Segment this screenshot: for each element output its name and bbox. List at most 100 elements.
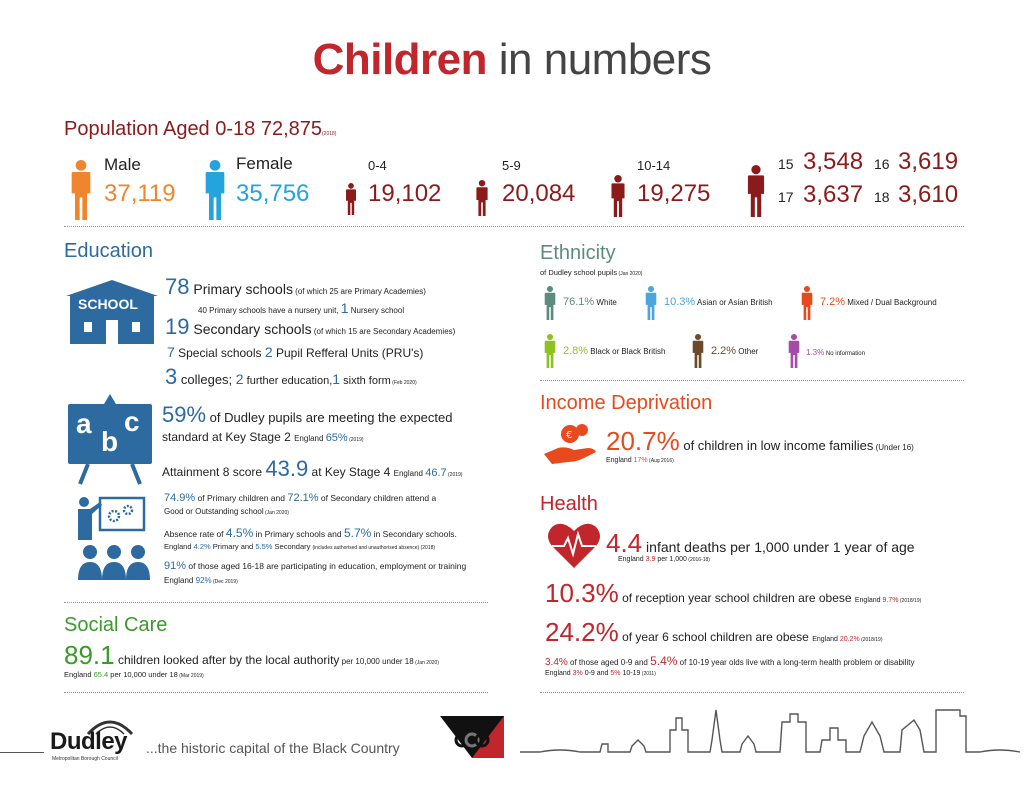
secondary-line: 19 Secondary schools (of which 15 are Se… <box>165 314 455 340</box>
special-line: 7 Special schools 2 Pupil Refferal Units… <box>167 344 423 360</box>
age-10-14-value: 19,275 <box>637 180 711 207</box>
good-pct2: 72.1% <box>287 492 319 504</box>
age-0-4-label: 0-4 <box>368 158 387 173</box>
divider-ethnicity <box>540 380 964 381</box>
colleges-text: colleges; <box>177 372 236 387</box>
year6-text: of year 6 school children are obese <box>618 630 813 644</box>
ethnicity-asian-icon <box>645 286 657 320</box>
population-heading-text: Population Aged 0-18 72,875 <box>64 118 322 140</box>
ks2-text1: of Dudley pupils are meeting the expecte… <box>206 410 453 425</box>
longterm-line1: 3.4% of those aged 0-9 and 5.4% of 10-19… <box>545 654 914 668</box>
age-18-label: 18 <box>874 189 890 205</box>
divider-education <box>64 602 488 603</box>
year6-pct: 24.2% <box>545 617 619 647</box>
income-line2: England 17% (Aug 2016) <box>606 457 674 464</box>
infant-eng: England <box>618 556 646 563</box>
abc-b: b <box>101 426 119 457</box>
att8-line: Attainment 8 score 43.9 at Key Stage 4 E… <box>162 456 462 482</box>
social-care-eng-val: 65.4 <box>93 670 109 679</box>
colleges-line: 3 colleges; 2 further education,1 sixth … <box>165 364 417 390</box>
neet-line2: England 92% (Dec 2019) <box>164 576 238 585</box>
att8-val: 43.9 <box>265 456 309 481</box>
dudley-logo-arc-icon <box>86 720 134 736</box>
year6-eng: England <box>812 636 840 643</box>
att8-text: Attainment 8 score <box>162 465 266 479</box>
ethnicity-mixed: 7.2% Mixed / Dual Background <box>820 296 937 308</box>
primary-num: 78 <box>165 274 190 299</box>
ethnicity-white: 76.1% White <box>563 296 617 308</box>
ethnicity-noinfo-pct: 1.3% <box>806 348 825 357</box>
abs-eng2: 5.5% <box>255 542 273 551</box>
ethnicity-black-pct: 2.8% <box>563 345 589 357</box>
infant-eng-val: 3.9 <box>645 556 656 563</box>
health-heading: Health <box>540 493 598 515</box>
good-note: (Jan 2020) <box>263 510 289 516</box>
ethnicity-noinfo-icon <box>788 334 800 368</box>
age-10-14-label: 10-14 <box>637 158 671 173</box>
att8-eng: England <box>393 469 426 478</box>
abs-text1: Absence rate of <box>164 529 226 539</box>
female-label: Female <box>236 154 293 173</box>
infant-line1: 4.4 infant deaths per 1,000 under 1 year… <box>606 528 915 559</box>
reception-pct: 10.3% <box>545 578 619 608</box>
age-0-4-icon <box>346 183 356 215</box>
infant-line2: England 3.9 per 1,000 (2016-18) <box>618 556 710 563</box>
age-5-9-icon <box>476 180 488 216</box>
ethnicity-other: 2.2% Other <box>711 345 758 357</box>
male-label: Male <box>104 155 141 174</box>
reception-line: 10.3% of reception year school children … <box>545 578 921 609</box>
ethnicity-other-icon <box>692 334 704 368</box>
social-care-eng-text: per 10,000 under 18 <box>108 670 178 679</box>
income-eng-val: 17% <box>633 457 648 464</box>
lt-eng-text1: 0-9 and <box>582 670 611 677</box>
lt-note: (2011) <box>640 671 656 677</box>
age-15-value: 3,548 <box>803 148 864 175</box>
dudley-logo-sub: Metropolitan Borough Council <box>52 756 118 762</box>
hand-coins-icon: € <box>544 424 596 464</box>
heart-icon <box>548 523 600 568</box>
svg-text:€: € <box>566 430 572 441</box>
ethnicity-sub-text: of Dudley school pupils <box>540 268 618 277</box>
income-eng-note: (Aug 2016) <box>647 458 674 464</box>
lt-pct2: 5.4% <box>650 654 678 668</box>
absence-line2: England 4.2% Primary and 5.5% Secondary … <box>164 542 435 551</box>
ks2-note: (2019) <box>347 437 364 443</box>
ethnicity-sub-note: (Jan 2020) <box>617 271 643 277</box>
longterm-line2: England 3% 0-9 and 5% 10-19 (2011) <box>545 670 656 677</box>
good-text3: Good or Outstanding school <box>164 507 264 516</box>
pru-num: 2 <box>264 344 273 360</box>
lt-eng: England <box>545 670 573 677</box>
secondary-text: Secondary schools <box>189 321 312 337</box>
good-text1: of Primary children and <box>195 493 288 503</box>
footer-left-line <box>0 752 44 753</box>
social-care-eng: England <box>64 670 94 679</box>
footer-tagline: ...the historic capital of the Black Cou… <box>146 740 400 756</box>
abs-eng: England <box>164 542 194 551</box>
age-16-label: 16 <box>874 156 890 172</box>
male-value: 37,119 <box>104 180 176 207</box>
abs-note: (includes authorised and unauthorised ab… <box>312 545 436 551</box>
age-5-9-label: 5-9 <box>502 158 521 173</box>
age-10-14-icon <box>611 175 625 217</box>
neet-pct: 91% <box>164 560 187 572</box>
ethnicity-white-pct: 76.1% <box>563 296 595 308</box>
reception-eng-val: 9.7% <box>882 597 899 604</box>
age-15-18-icon <box>747 165 765 217</box>
ethnicity-sub: of Dudley school pupils (Jan 2020) <box>540 268 642 277</box>
ethnicity-mixed-icon <box>801 286 813 320</box>
ks2-eng: England <box>294 434 326 443</box>
social-care-heading: Social Care <box>64 614 168 636</box>
ethnicity-mixed-label: Mixed / Dual Background <box>845 298 937 307</box>
further-num: 2 <box>235 371 244 387</box>
abs-eng-text1: Primary and <box>210 542 256 551</box>
ks2-line2: standard at Key Stage 2 England 65% (201… <box>162 430 364 444</box>
nursery-text2: Nursery school <box>348 306 405 315</box>
abs-pct2: 5.7% <box>343 526 372 540</box>
ethnicity-heading: Ethnicity <box>540 242 616 264</box>
reception-note: (2018/19) <box>898 598 922 604</box>
age-18-value: 3,610 <box>898 181 959 208</box>
infant-text: infant deaths per 1,000 under 1 year of … <box>642 539 915 555</box>
colleges-note: (Feb 2020) <box>390 380 417 386</box>
ethnicity-other-pct: 2.2% <box>711 345 737 357</box>
good-pct1: 74.9% <box>164 492 196 504</box>
